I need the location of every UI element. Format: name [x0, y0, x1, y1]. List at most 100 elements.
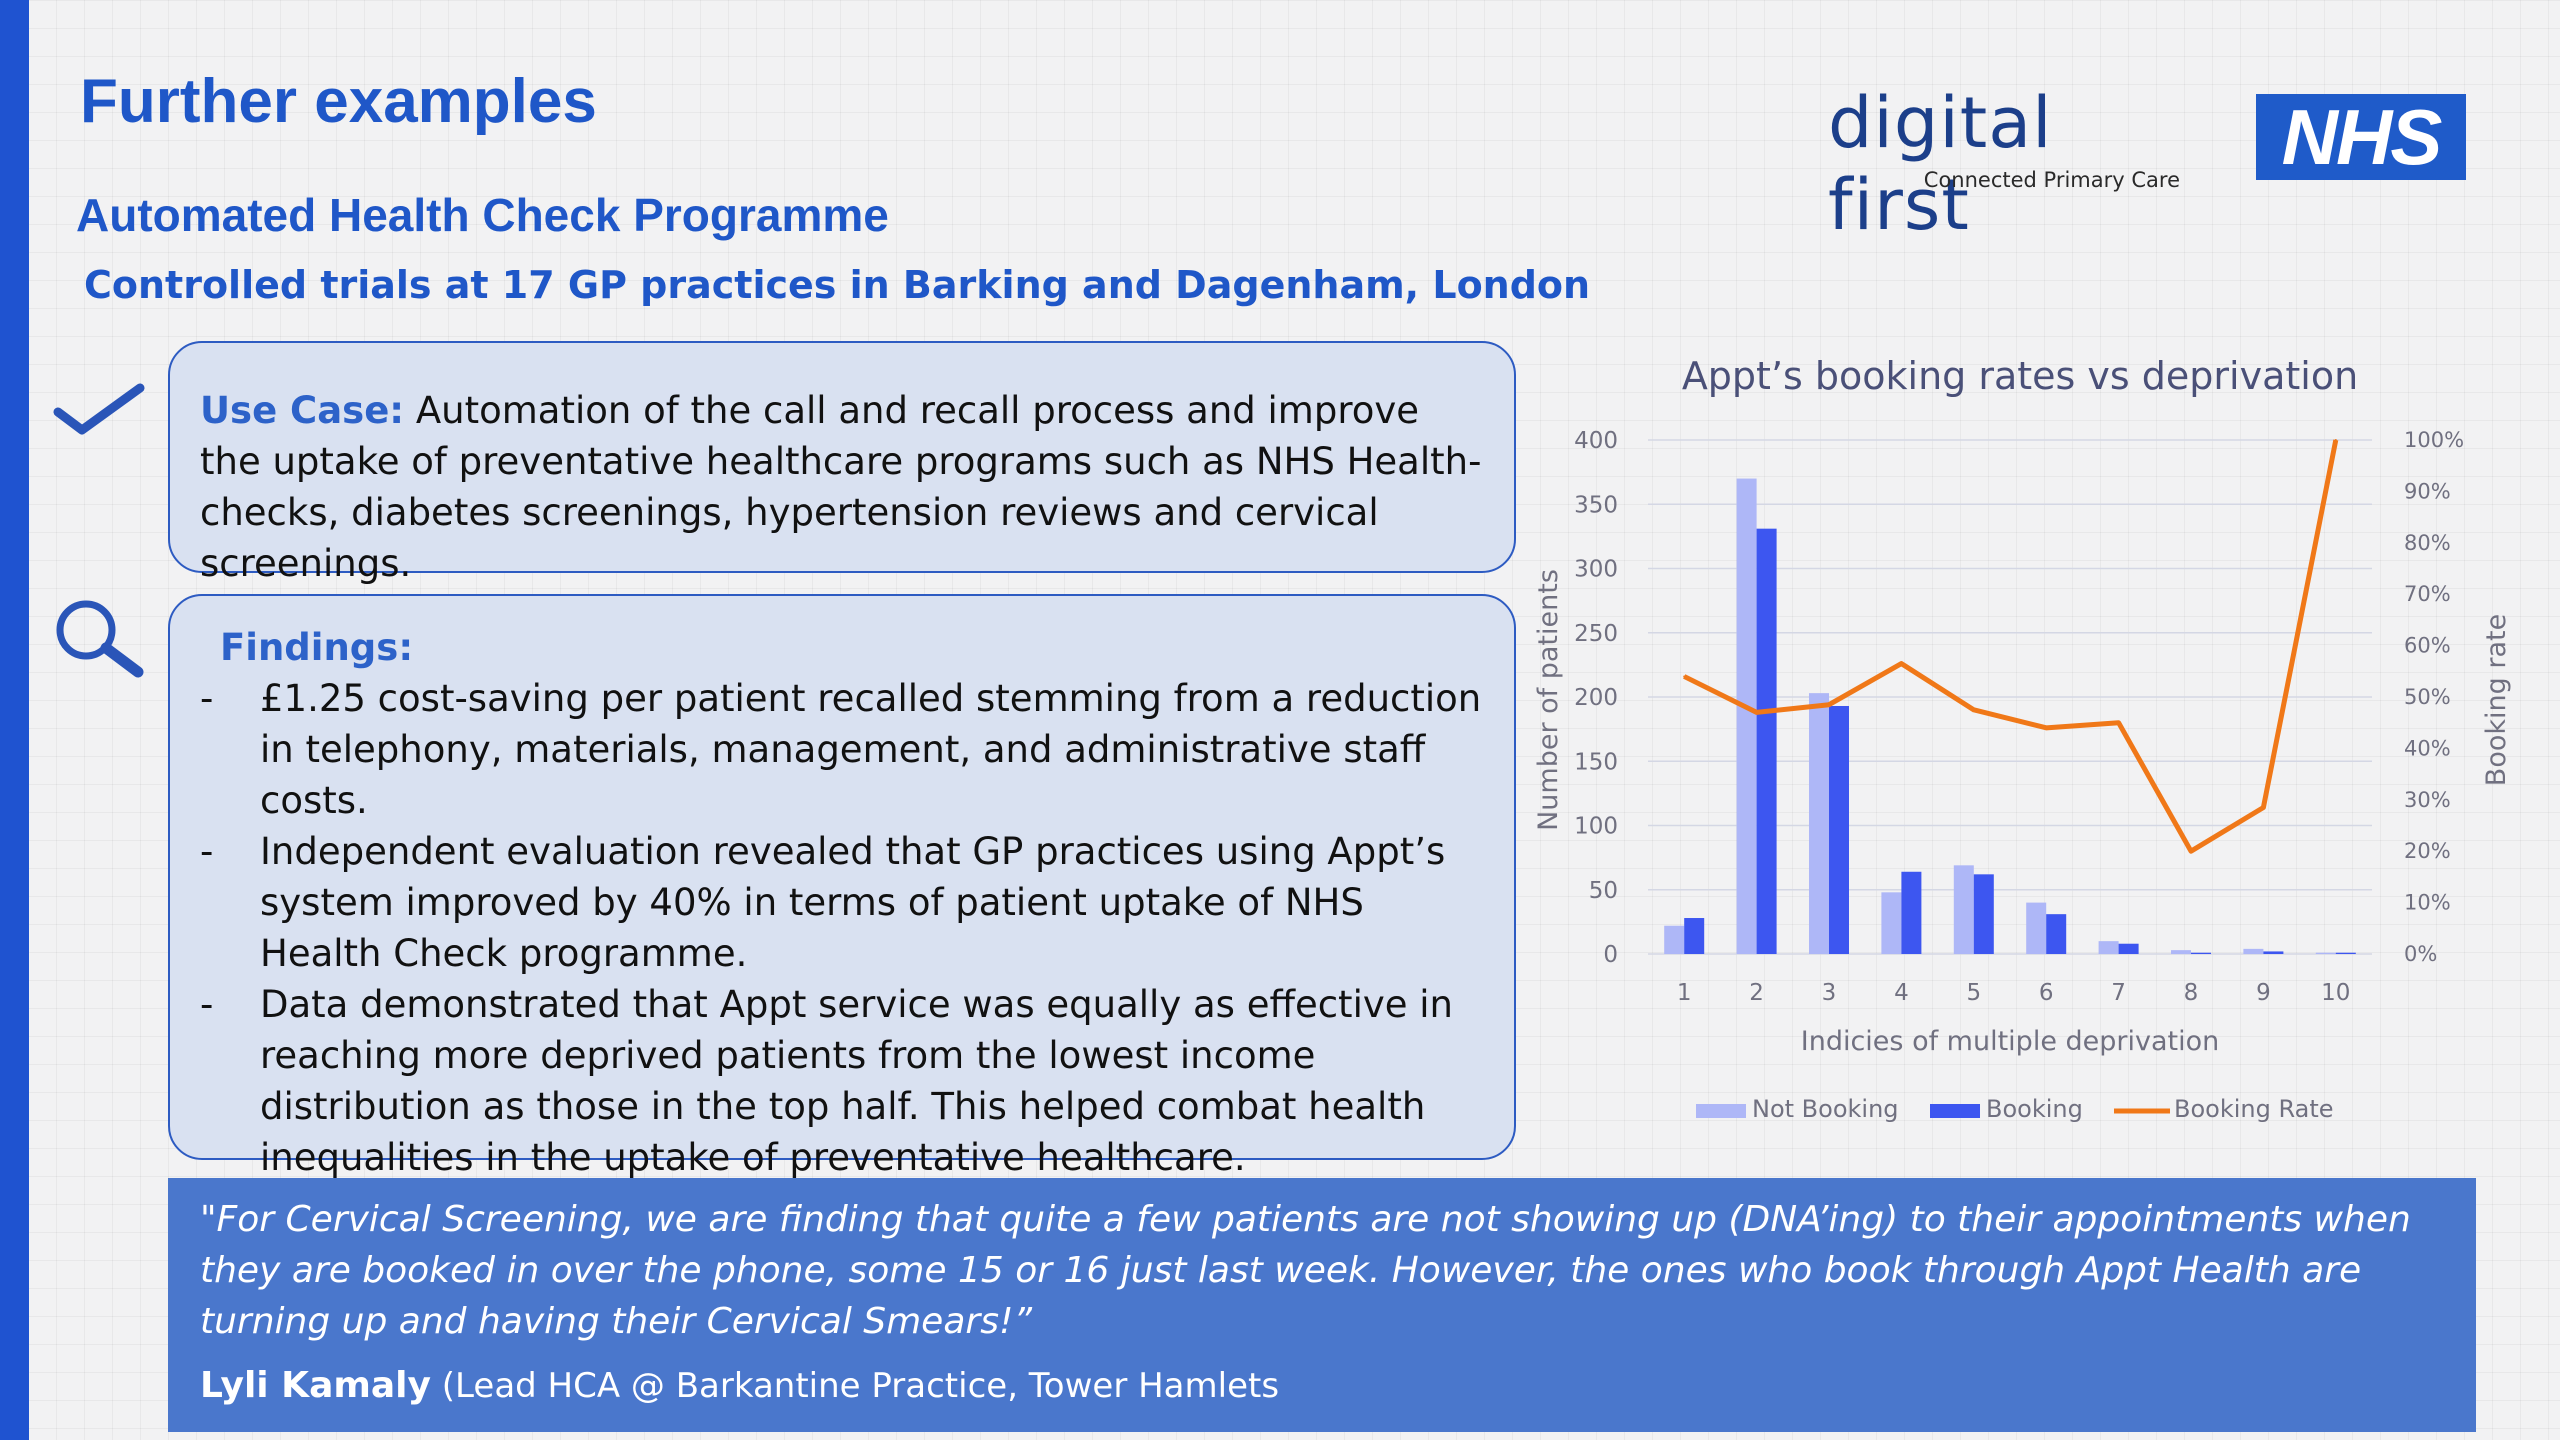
y-tick-label: 200: [1574, 685, 1618, 711]
bar-booking: [1756, 528, 1777, 954]
y-tick-label: 0: [1603, 942, 1618, 968]
page-title: Further examples: [80, 67, 597, 136]
x-tick-label: 2: [1749, 980, 1764, 1006]
bar-not-booking: [2171, 950, 2191, 954]
bar-booking: [2118, 943, 2139, 954]
booking-rate-point: [2262, 806, 2265, 809]
chart-title: Appt’s booking rates vs deprivation: [1681, 354, 2359, 398]
y-tick-label: 100: [1574, 814, 1618, 840]
y-tick-label: 150: [1574, 749, 1618, 775]
booking-rate-point: [1972, 708, 1975, 711]
findings-list: - £1.25 cost-saving per patient recalled …: [200, 673, 1484, 1183]
left-accent-bar: [0, 0, 29, 1440]
y2-tick-label: 70%: [2404, 582, 2451, 606]
bar-not-booking: [1881, 892, 1902, 954]
booking-rate-point: [2334, 439, 2337, 441]
y2-tick-label: 0%: [2404, 942, 2437, 966]
chart-container: Appt’s booking rates vs deprivation 0 50 1…: [1520, 340, 2520, 1140]
finding-text: £1.25 cost-saving per patient recalled s…: [260, 677, 1482, 822]
list-item: - Data demonstrated that Appt service was…: [200, 979, 1484, 1183]
booking-rate-point: [2190, 850, 2192, 853]
bar-booking: [1684, 918, 1705, 954]
legend-swatch-booking: [1930, 1104, 1980, 1118]
bar-not-booking: [1736, 478, 1757, 954]
x-tick-label: 1: [1677, 980, 1692, 1006]
quote-author: Lyli Kamaly (Lead HCA @ Barkantine Pract…: [200, 1365, 2444, 1406]
legend-label-booking: Booking: [1986, 1095, 2083, 1123]
y2-tick-label: 10%: [2404, 891, 2451, 915]
booking-rate-point: [1683, 675, 1686, 678]
bar-not-booking: [2315, 952, 2336, 954]
search-icon: [56, 600, 144, 678]
booking-rate-point: [2117, 721, 2120, 724]
y2-tick-label: 40%: [2404, 736, 2451, 760]
checkmark-icon: [53, 383, 145, 435]
bar-not-booking: [1953, 865, 1974, 954]
booking-chart: 0 50 100 150 200 250 300 350 400 0% 10% 20% 30% 40% 50…: [1533, 428, 2512, 1123]
author-name: Lyli Kamaly: [200, 1365, 431, 1406]
author-role: (Lead HCA @ Barkantine Practice, Tower H…: [430, 1366, 1280, 1406]
booking-rate-point: [1755, 711, 1758, 714]
x-tick-label: 9: [2256, 980, 2271, 1006]
nhs-logo: NHS: [2256, 93, 2466, 181]
y2-tick-label: 20%: [2404, 839, 2451, 863]
x-tick-label: 10: [2321, 980, 2350, 1006]
logo-subtext: Connected Primary Care: [1923, 168, 2180, 192]
list-item: - Independent evaluation revealed that GP…: [200, 826, 1484, 979]
y2-tick-label: 60%: [2404, 634, 2451, 658]
page-subtitle: Automated Health Check Programme: [76, 189, 889, 241]
y2-axis-label: Booking rate: [2481, 614, 2512, 786]
y2-tick-label: 30%: [2404, 788, 2451, 812]
bar-booking: [1829, 705, 1849, 954]
y-tick-label: 300: [1574, 557, 1618, 583]
findings-title: Findings:: [220, 626, 414, 669]
page-context: Controlled trials at 17 GP practices in …: [84, 263, 1591, 307]
x-tick-label: 8: [2184, 980, 2199, 1006]
x-axis-label: Indicies of multiple deprivation: [1801, 1026, 2220, 1057]
booking-rate-point: [1828, 703, 1830, 706]
bar-booking: [1901, 871, 1922, 954]
x-tick-label: 5: [1966, 980, 1981, 1006]
y2-tick-label: 50%: [2404, 685, 2451, 709]
bar-not-booking: [1809, 693, 1829, 954]
digital-first-logo: digital first Connected Primary Care: [1828, 82, 2180, 246]
x-tick-label: 3: [1822, 980, 1837, 1006]
bullet-dash: -: [200, 983, 214, 1026]
use-case-label: Use Case:: [200, 389, 405, 432]
y-tick-label: 350: [1574, 492, 1618, 518]
bar-booking: [2263, 951, 2284, 954]
logo-text: digital first: [1828, 82, 2053, 246]
finding-text: Data demonstrated that Appt service was …: [260, 983, 1453, 1179]
y-tick-label: 250: [1574, 621, 1618, 647]
y2-tick-label: 90%: [2404, 479, 2451, 503]
bar-booking: [1973, 874, 1994, 954]
legend-label-not-booking: Not Booking: [1752, 1095, 1899, 1123]
findings-card: Findings: - £1.25 cost-saving per patient…: [168, 594, 1516, 1179]
booking-rate-point: [2045, 726, 2048, 729]
legend-label-booking-rate: Booking Rate: [2174, 1095, 2334, 1123]
bar-booking: [2046, 914, 2067, 954]
use-case-text: Automation of the call and recall proces…: [200, 389, 1482, 585]
booking-rate-point: [1900, 662, 1903, 665]
y2-tick-label: 80%: [2404, 531, 2451, 555]
y2-tick-label: 100%: [2404, 428, 2464, 452]
finding-text: Independent evaluation revealed that GP …: [260, 830, 1446, 975]
bar-booking: [2335, 952, 2356, 954]
bar-not-booking: [2026, 902, 2047, 954]
legend-swatch-not-booking: [1696, 1104, 1746, 1118]
y-tick-label: 400: [1574, 428, 1618, 454]
x-tick-label: 7: [2111, 980, 2126, 1006]
bar-not-booking: [2243, 948, 2264, 954]
x-tick-label: 4: [1894, 980, 1909, 1006]
quote-text: "For Cervical Screening, we are finding …: [200, 1199, 2411, 1342]
series-line-booking-rate: [1683, 439, 2339, 854]
y-axis-label: Number of patients: [1533, 569, 1564, 831]
use-case-card: Use Case: Automation of the call and rec…: [168, 341, 1516, 585]
x-tick-label: 6: [2039, 980, 2054, 1006]
bar-booking: [2191, 952, 2211, 954]
testimonial-quote: "For Cervical Screening, we are finding …: [168, 1178, 2476, 1432]
bar-not-booking: [1664, 925, 1685, 954]
y-tick-label: 50: [1589, 878, 1618, 904]
bullet-dash: -: [200, 830, 214, 873]
bullet-dash: -: [200, 677, 214, 720]
